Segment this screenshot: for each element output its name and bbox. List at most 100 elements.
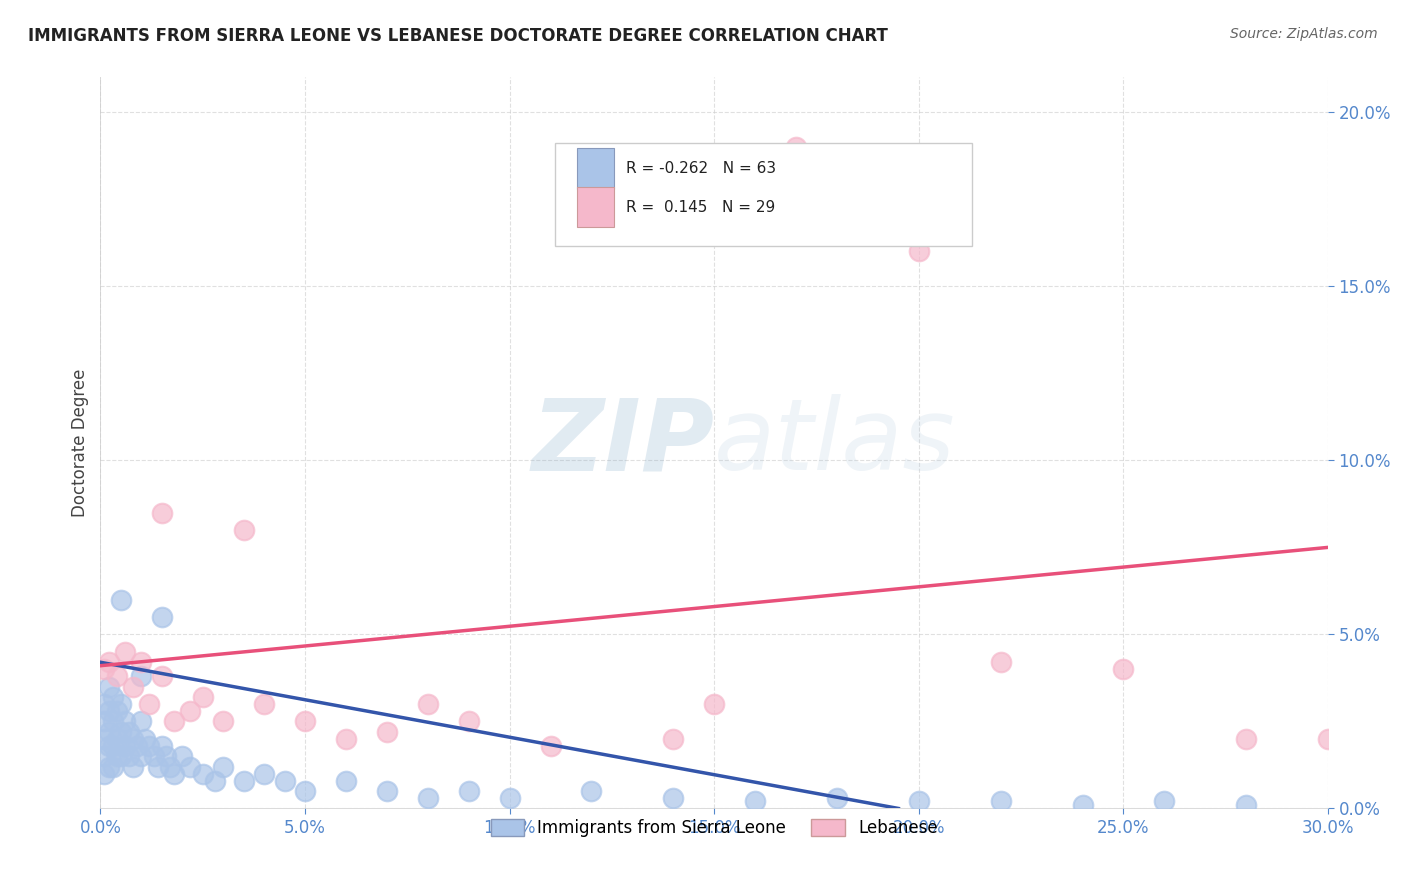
Point bbox=[416, 791, 439, 805]
Point bbox=[191, 690, 214, 704]
Point bbox=[118, 724, 141, 739]
Point bbox=[232, 773, 254, 788]
Point bbox=[150, 669, 173, 683]
Point bbox=[122, 731, 145, 746]
Point bbox=[457, 714, 479, 729]
Point bbox=[375, 784, 398, 798]
Point bbox=[1317, 731, 1340, 746]
Point bbox=[335, 731, 357, 746]
Point bbox=[138, 697, 160, 711]
Point bbox=[150, 506, 173, 520]
Point bbox=[150, 739, 173, 753]
Point bbox=[416, 697, 439, 711]
Point bbox=[498, 791, 520, 805]
Point bbox=[110, 697, 132, 711]
Point bbox=[110, 749, 132, 764]
Point bbox=[172, 749, 194, 764]
Point bbox=[127, 739, 149, 753]
Point bbox=[105, 669, 128, 683]
Point bbox=[129, 655, 152, 669]
Point bbox=[97, 680, 120, 694]
Point bbox=[105, 749, 128, 764]
Point bbox=[1112, 662, 1135, 676]
Point bbox=[662, 791, 685, 805]
Point bbox=[1234, 731, 1257, 746]
Point bbox=[129, 714, 152, 729]
Point bbox=[93, 697, 115, 711]
Point bbox=[110, 724, 132, 739]
Point bbox=[375, 724, 398, 739]
Point bbox=[134, 731, 156, 746]
Point bbox=[1234, 797, 1257, 812]
Point bbox=[110, 592, 132, 607]
Point bbox=[294, 784, 316, 798]
Point bbox=[457, 784, 479, 798]
Point bbox=[93, 731, 115, 746]
Point bbox=[93, 662, 115, 676]
Point bbox=[662, 731, 685, 746]
Point bbox=[122, 759, 145, 773]
Point bbox=[93, 714, 115, 729]
Point bbox=[97, 704, 120, 718]
Point bbox=[179, 704, 201, 718]
Text: Source: ZipAtlas.com: Source: ZipAtlas.com bbox=[1230, 27, 1378, 41]
Point bbox=[105, 704, 128, 718]
Point bbox=[335, 773, 357, 788]
Point bbox=[581, 784, 603, 798]
Point bbox=[703, 697, 725, 711]
Point bbox=[1071, 797, 1094, 812]
Point bbox=[908, 244, 931, 259]
Point bbox=[146, 759, 169, 773]
Point bbox=[1153, 795, 1175, 809]
Point bbox=[159, 759, 181, 773]
Bar bbox=[576, 148, 613, 188]
Point bbox=[179, 759, 201, 773]
Point bbox=[253, 697, 276, 711]
Point bbox=[825, 791, 848, 805]
Point bbox=[142, 749, 165, 764]
Text: R = -0.262   N = 63: R = -0.262 N = 63 bbox=[626, 161, 776, 177]
Point bbox=[129, 669, 152, 683]
Point bbox=[97, 739, 120, 753]
Point bbox=[101, 714, 124, 729]
Point bbox=[212, 714, 235, 729]
Point bbox=[785, 140, 807, 154]
Text: atlas: atlas bbox=[714, 394, 956, 491]
Point bbox=[294, 714, 316, 729]
Point bbox=[129, 749, 152, 764]
Text: ZIP: ZIP bbox=[531, 394, 714, 491]
Text: R =  0.145   N = 29: R = 0.145 N = 29 bbox=[626, 200, 775, 215]
Point bbox=[191, 766, 214, 780]
Point bbox=[101, 759, 124, 773]
Point bbox=[990, 655, 1012, 669]
Point bbox=[114, 645, 136, 659]
Point bbox=[122, 680, 145, 694]
Point bbox=[101, 690, 124, 704]
Point bbox=[93, 749, 115, 764]
Point bbox=[204, 773, 226, 788]
Point bbox=[744, 795, 766, 809]
Point bbox=[97, 655, 120, 669]
Point bbox=[118, 749, 141, 764]
Point bbox=[93, 766, 115, 780]
Point bbox=[908, 795, 931, 809]
Point bbox=[97, 724, 120, 739]
Point bbox=[105, 731, 128, 746]
Y-axis label: Doctorate Degree: Doctorate Degree bbox=[72, 368, 89, 517]
Point bbox=[138, 739, 160, 753]
FancyBboxPatch shape bbox=[554, 144, 972, 245]
Point bbox=[97, 759, 120, 773]
Legend: Immigrants from Sierra Leone, Lebanese: Immigrants from Sierra Leone, Lebanese bbox=[484, 813, 945, 844]
Text: IMMIGRANTS FROM SIERRA LEONE VS LEBANESE DOCTORATE DEGREE CORRELATION CHART: IMMIGRANTS FROM SIERRA LEONE VS LEBANESE… bbox=[28, 27, 889, 45]
Point bbox=[540, 739, 562, 753]
Point bbox=[155, 749, 177, 764]
Point bbox=[163, 714, 186, 729]
Point bbox=[273, 773, 295, 788]
Bar bbox=[576, 187, 613, 227]
Point bbox=[101, 739, 124, 753]
Point bbox=[212, 759, 235, 773]
Point bbox=[232, 523, 254, 537]
Point bbox=[114, 714, 136, 729]
Point bbox=[990, 795, 1012, 809]
Point bbox=[150, 610, 173, 624]
